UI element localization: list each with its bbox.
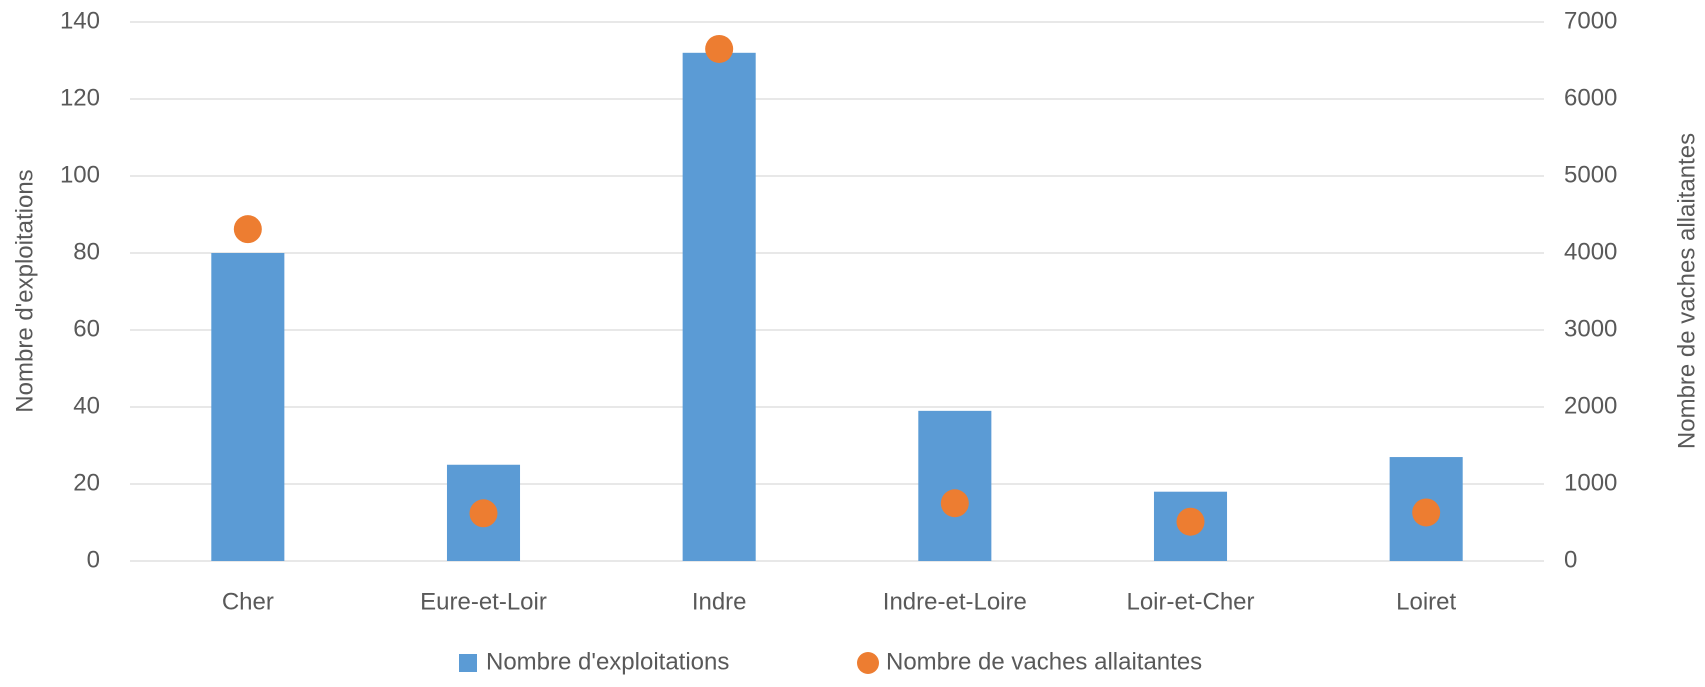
x-tick-label: Cher bbox=[222, 588, 274, 615]
y-tick-label: 120 bbox=[60, 84, 100, 111]
point bbox=[705, 34, 734, 63]
x-tick-label: Eure-et-Loir bbox=[420, 588, 547, 615]
y-tick-label: 80 bbox=[73, 238, 100, 265]
legend-label: Nombre d'exploitations bbox=[486, 648, 729, 675]
y-tick-label: 0 bbox=[87, 546, 100, 573]
x-tick-label: Loir-et-Cher bbox=[1126, 588, 1254, 615]
y-tick-label: 40 bbox=[73, 392, 100, 419]
point bbox=[469, 499, 498, 528]
bar bbox=[918, 410, 992, 561]
y-tick-label: 20 bbox=[73, 469, 100, 496]
legend-swatch bbox=[459, 654, 477, 672]
point bbox=[940, 489, 969, 518]
x-tick-label: Indre bbox=[692, 588, 747, 615]
legend-label: Nombre de vaches allaitantes bbox=[886, 648, 1202, 675]
point bbox=[1176, 507, 1205, 536]
y-tick-label: 60 bbox=[73, 315, 100, 342]
bar bbox=[682, 52, 756, 562]
y2-tick-label: 0 bbox=[1564, 546, 1577, 573]
x-tick-label: Indre-et-Loire bbox=[883, 588, 1027, 615]
y2-tick-label: 4000 bbox=[1564, 238, 1617, 265]
point bbox=[1412, 498, 1441, 527]
y2-tick-label: 7000 bbox=[1564, 7, 1617, 34]
y2-tick-label: 3000 bbox=[1564, 315, 1617, 342]
x-tick-label: Loiret bbox=[1396, 588, 1456, 615]
y2-tick-label: 6000 bbox=[1564, 84, 1617, 111]
y-axis-label: Nombre d'exploitations bbox=[11, 169, 38, 412]
y2-tick-label: 1000 bbox=[1564, 469, 1617, 496]
y-tick-label: 140 bbox=[60, 7, 100, 34]
y2-axis-label: Nombre de vaches allaitantes bbox=[1673, 133, 1700, 449]
legend-swatch bbox=[857, 652, 879, 674]
y2-tick-label: 2000 bbox=[1564, 392, 1617, 419]
bar bbox=[211, 253, 285, 561]
y-tick-label: 100 bbox=[60, 161, 100, 188]
y2-tick-label: 5000 bbox=[1564, 161, 1617, 188]
point bbox=[233, 215, 262, 244]
